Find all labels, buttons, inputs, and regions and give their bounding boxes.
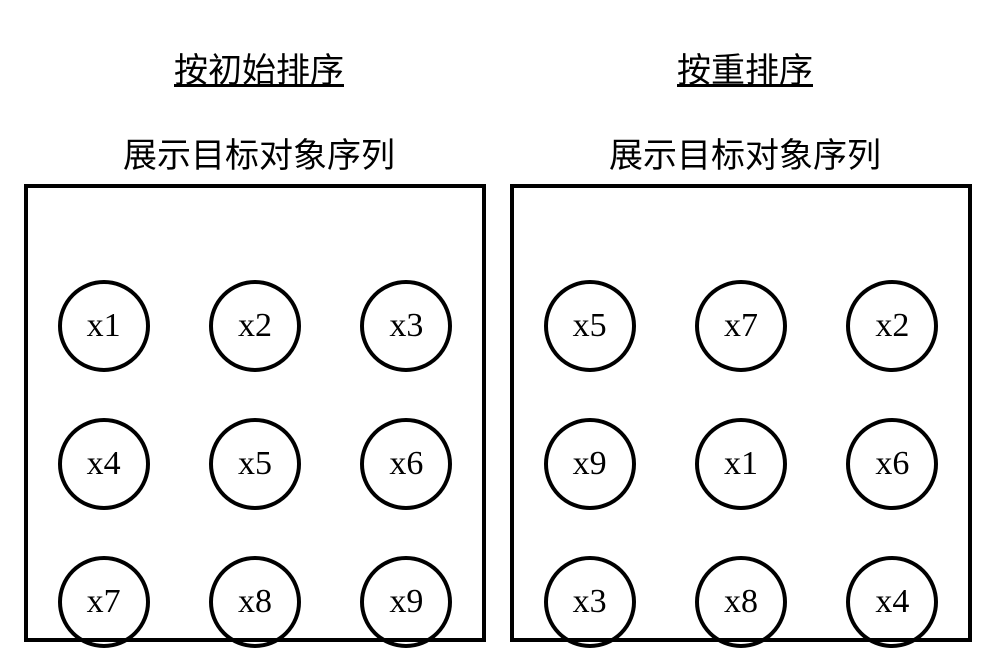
left-node-6: x7 (58, 556, 150, 648)
right-node-5: x6 (846, 418, 938, 510)
left-node-4: x5 (209, 418, 301, 510)
left-panel-title: 按初始排序 展示目标对象序列 (24, 8, 494, 178)
right-node-8: x4 (846, 556, 938, 648)
right-node-1: x7 (695, 280, 787, 372)
left-node-5: x6 (360, 418, 452, 510)
left-title-line2: 展示目标对象序列 (123, 138, 395, 175)
right-node-0: x5 (544, 280, 636, 372)
diagram-canvas: 按初始排序 展示目标对象序列 x1 x2 x3 x4 x5 x6 x7 x8 x… (0, 0, 1000, 578)
left-node-7: x8 (209, 556, 301, 648)
left-node-3: x4 (58, 418, 150, 510)
left-grid: x1 x2 x3 x4 x5 x6 x7 x8 x9 (28, 280, 482, 648)
right-node-2: x2 (846, 280, 938, 372)
right-panel-box: x5 x7 x2 x9 x1 x6 x3 x8 x4 (510, 184, 972, 642)
right-panel-title: 按重排序 展示目标对象序列 (510, 8, 980, 178)
right-node-4: x1 (695, 418, 787, 510)
right-node-6: x3 (544, 556, 636, 648)
right-node-7: x8 (695, 556, 787, 648)
left-node-8: x9 (360, 556, 452, 648)
right-node-3: x9 (544, 418, 636, 510)
left-panel-box: x1 x2 x3 x4 x5 x6 x7 x8 x9 (24, 184, 486, 642)
left-node-0: x1 (58, 280, 150, 372)
right-title-line1: 按重排序 (677, 53, 813, 90)
left-title-line1: 按初始排序 (174, 53, 344, 90)
left-node-1: x2 (209, 280, 301, 372)
right-grid: x5 x7 x2 x9 x1 x6 x3 x8 x4 (514, 280, 968, 648)
right-title-line2: 展示目标对象序列 (609, 138, 881, 175)
left-panel: 按初始排序 展示目标对象序列 x1 x2 x3 x4 x5 x6 x7 x8 x… (24, 8, 494, 642)
left-node-2: x3 (360, 280, 452, 372)
right-panel: 按重排序 展示目标对象序列 x5 x7 x2 x9 x1 x6 x3 x8 x4 (510, 8, 980, 642)
